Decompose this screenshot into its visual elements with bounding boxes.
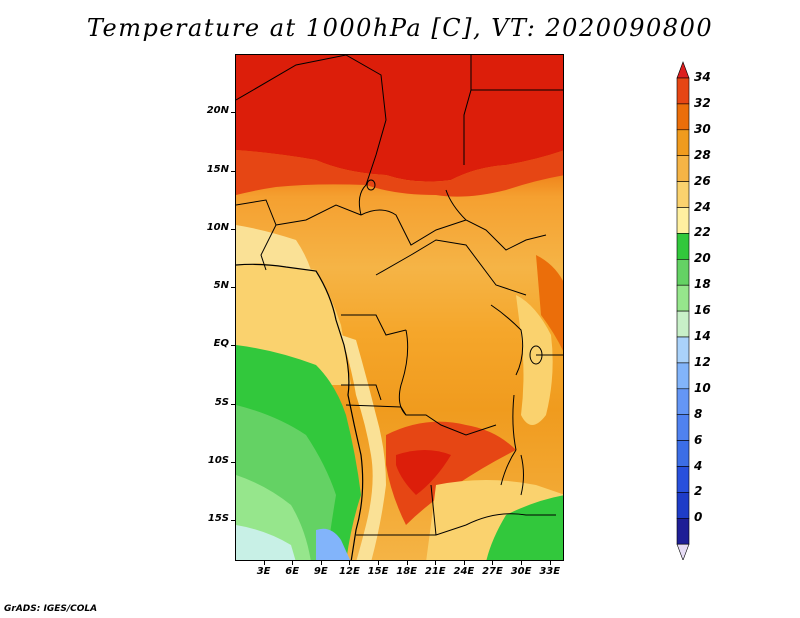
colorbar-segment: [676, 259, 690, 286]
colorbar-label: 26: [694, 173, 711, 188]
colorbar-label: 8: [694, 406, 703, 421]
coastline: [236, 263, 364, 560]
colorbar-segment: [676, 336, 690, 364]
colorbar-under-triangle: [676, 543, 690, 560]
y-tick-mark: [231, 403, 235, 405]
colorbar-segment: [676, 207, 690, 234]
colorbar-segment: [676, 155, 690, 182]
x-tick-label: 30E: [510, 566, 532, 577]
colorbar-over-triangle: [676, 61, 690, 79]
colorbar-segment: [676, 181, 690, 208]
x-tick-label: 24E: [453, 566, 475, 577]
x-tick-label: 27E: [482, 566, 503, 577]
colorbar-segment: [676, 77, 690, 105]
x-tick-mark: [378, 561, 380, 565]
x-tick-label: 21E: [424, 566, 446, 577]
colorbar-label: 0: [694, 510, 703, 525]
x-tick-label: 9E: [313, 566, 328, 577]
colorbar-label: 2: [694, 484, 703, 499]
y-tick-label: 15N: [206, 163, 229, 175]
x-tick-label: 33E: [539, 566, 561, 577]
colorbar-label: 12: [694, 354, 711, 369]
y-tick-mark: [231, 170, 235, 172]
colorbar-label: 4: [694, 458, 703, 473]
x-tick-label: 15E: [367, 566, 389, 577]
colorbar-segment: [676, 414, 690, 441]
warm-zone-22: [236, 225, 311, 270]
x-tick-label: 3E: [256, 566, 271, 577]
colorbar-segment: [676, 310, 690, 338]
lakes: [366, 179, 543, 496]
x-tick-label: 12E: [339, 566, 360, 577]
colorbar-segment: [676, 233, 690, 260]
colorbar-segment: [676, 466, 690, 493]
coastal-strip: [341, 335, 386, 560]
y-tick-mark: [231, 520, 235, 522]
colorbar-label: 24: [694, 199, 711, 214]
x-tick-mark: [320, 561, 322, 565]
y-tick-label: 5S: [214, 396, 229, 408]
x-tick-mark: [492, 561, 494, 565]
hot-zone-32: [236, 150, 563, 197]
x-tick-mark: [521, 561, 523, 565]
grads-credit: GrADS: IGES/COLA: [4, 604, 98, 614]
colorbar-label: 30: [694, 121, 711, 136]
x-tick-mark: [349, 561, 351, 565]
colorbar-segment: [676, 492, 690, 519]
x-tick-mark: [263, 561, 265, 565]
y-tick-mark: [231, 345, 235, 347]
country-borders: [236, 55, 563, 536]
colorbar-label: 22: [694, 225, 711, 240]
hot-zone-east: [536, 255, 563, 351]
colorbar-segment: [676, 388, 690, 415]
y-tick-label: 5N: [213, 280, 229, 292]
hot-zone-south-core: [396, 450, 451, 495]
colorbar-segment: [676, 103, 690, 131]
colorbar-label: 10: [694, 380, 711, 395]
hot-zone-34: [236, 55, 563, 182]
x-tick-label: 6E: [285, 566, 300, 577]
hot-zone-south: [386, 421, 516, 525]
temperature-map: [235, 54, 564, 561]
colorbar-segment: [676, 517, 690, 545]
colorbar-label: 14: [694, 329, 711, 343]
x-tick-mark: [292, 561, 294, 565]
colorbar-label: 32: [694, 95, 711, 110]
colorbar-label: 28: [694, 147, 711, 162]
y-tick-label: 15S: [207, 513, 229, 525]
colorbar-label: 20: [694, 251, 711, 266]
colorbar-label: 6: [694, 432, 703, 447]
highlands-east: [516, 295, 553, 425]
x-tick-mark: [549, 561, 551, 565]
y-tick-label: EQ: [213, 338, 229, 350]
y-tick-label: 10S: [207, 454, 229, 466]
y-tick-mark: [231, 461, 235, 463]
x-tick-mark: [406, 561, 408, 565]
colorbar-label: 18: [694, 277, 711, 292]
y-tick-mark: [231, 112, 235, 114]
green-southeast: [486, 495, 563, 560]
colorbar-label: 16: [694, 303, 711, 318]
y-tick-mark: [231, 287, 235, 289]
colorbar-label: 34: [694, 70, 711, 84]
colorbar-segment: [676, 284, 690, 312]
colorbar-segment: [676, 362, 690, 390]
colorbar-segment: [676, 129, 690, 157]
y-tick-label: 10N: [206, 221, 229, 233]
cool-zone-14: [236, 525, 296, 560]
colorbar: [676, 61, 690, 560]
cool-zone-10: [316, 528, 351, 560]
y-tick-mark: [231, 228, 235, 230]
x-tick-mark: [463, 561, 465, 565]
map-title: Temperature at 1000hPa [C], VT: 20200908…: [86, 14, 714, 42]
y-tick-label: 20N: [206, 105, 229, 117]
colorbar-segment: [676, 440, 690, 467]
x-tick-label: 18E: [396, 566, 418, 577]
x-tick-mark: [435, 561, 437, 565]
